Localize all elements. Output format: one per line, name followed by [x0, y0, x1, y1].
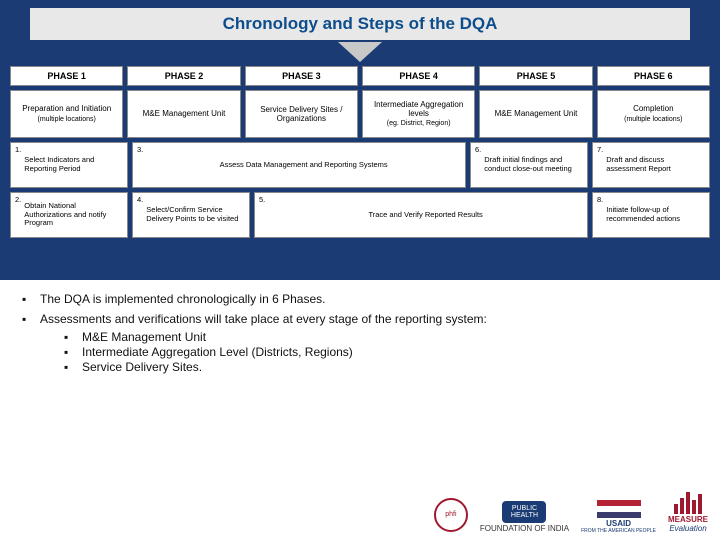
- measure-bars-icon: [668, 488, 708, 514]
- phase-banner: Chronology and Steps of the DQA PHASE 1 …: [0, 0, 720, 280]
- step-box: 8.Initiate follow-up of recommended acti…: [592, 192, 710, 238]
- phase-header: PHASE 5: [479, 66, 592, 86]
- phase-header-row: PHASE 1 PHASE 2 PHASE 3 PHASE 4 PHASE 5 …: [0, 66, 720, 86]
- step-box: 7.Draft and discuss assessment Report: [592, 142, 710, 188]
- step-box: 2.Obtain National Authorizations and not…: [10, 192, 128, 238]
- phfi-text-logo: PUBLIC HEALTH FOUNDATION OF INDIA: [480, 501, 569, 534]
- phase-desc: Preparation and Initiation(multiple loca…: [10, 90, 123, 138]
- phase-desc: M&E Management Unit: [127, 90, 240, 138]
- step-box: 3.Assess Data Management and Reporting S…: [132, 142, 466, 188]
- step-box: 6.Draft initial findings and conduct clo…: [470, 142, 588, 188]
- note-line: ▪ Assessments and verifications will tak…: [22, 312, 698, 375]
- step-box: 5.Trace and Verify Reported Results: [254, 192, 588, 238]
- logo-strip: phfi PUBLIC HEALTH FOUNDATION OF INDIA U…: [434, 488, 708, 534]
- notes-section: ▪The DQA is implemented chronologically …: [0, 280, 720, 375]
- step-row-2: 2.Obtain National Authorizations and not…: [0, 192, 720, 238]
- phase-header: PHASE 2: [127, 66, 240, 86]
- page-title: Chronology and Steps of the DQA: [30, 8, 690, 40]
- note-sublist: ▪M&E Management Unit ▪Intermediate Aggre…: [64, 330, 487, 374]
- arrow-down-icon: [338, 42, 382, 62]
- phase-header: PHASE 6: [597, 66, 710, 86]
- phase-desc: Intermediate Aggregation levels(eg. Dist…: [362, 90, 475, 138]
- step-row-1: 1.Select Indicators and Reporting Period…: [0, 142, 720, 188]
- phase-header: PHASE 1: [10, 66, 123, 86]
- note-line: ▪The DQA is implemented chronologically …: [22, 292, 698, 306]
- phase-desc-row: Preparation and Initiation(multiple loca…: [0, 90, 720, 138]
- usaid-flag-icon: [597, 500, 641, 518]
- phase-desc: Completion(multiple locations): [597, 90, 710, 138]
- phfi-logo-icon: phfi: [434, 498, 468, 534]
- step-box: 1.Select Indicators and Reporting Period: [10, 142, 128, 188]
- measure-logo: MEASURE Evaluation: [668, 488, 708, 534]
- phase-header: PHASE 3: [245, 66, 358, 86]
- usaid-logo: USAID FROM THE AMERICAN PEOPLE: [581, 500, 656, 534]
- phase-desc: M&E Management Unit: [479, 90, 592, 138]
- phase-header: PHASE 4: [362, 66, 475, 86]
- phase-desc: Service Delivery Sites / Organizations: [245, 90, 358, 138]
- step-box: 4.Select/Confirm Service Delivery Points…: [132, 192, 250, 238]
